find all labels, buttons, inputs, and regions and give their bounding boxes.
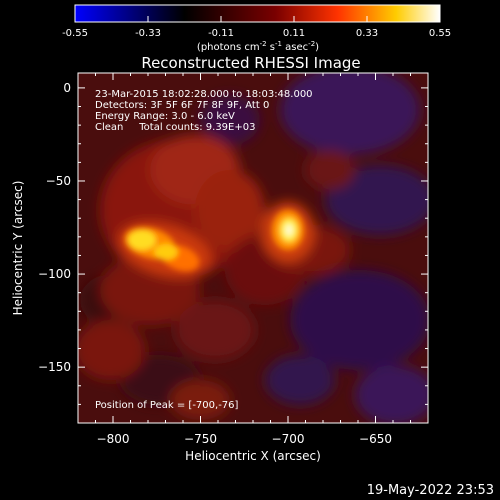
y-tick-label: −150 [38,360,71,374]
y-tick-label: −100 [38,267,71,281]
annotation-energy-range: Energy Range: 3.0 - 6.0 keV [95,111,235,122]
colorbar [74,4,441,23]
colorbar-unit-label: (photons cm-2 s-1 asec-2) [197,40,319,53]
peak-position-label: Position of Peak = [-700,-76] [95,400,239,411]
x-tick-label: −650 [359,432,392,446]
y-tick-label: 0 [63,81,71,95]
annotation-method-counts: Clean Total counts: 9.39E+03 [95,122,255,133]
y-axis-label: Heliocentric Y (arcsec) [11,181,25,316]
colorbar-tick-label: -0.55 [62,28,88,39]
x-axis: −800 −750 −700 −650 [95,73,411,446]
annotation-time-range: 23-Mar-2015 18:02:28.000 to 18:03:48.000 [95,89,313,100]
colorbar-ticks: -0.55 -0.33 -0.11 0.11 0.33 0.55 [62,16,451,39]
x-tick-label: −700 [272,432,305,446]
y-tick-label: −50 [46,174,71,188]
colorbar-tick-label: 0.33 [356,28,378,39]
chart-title: Reconstructed RHESSI Image [141,54,360,72]
colorbar-tick-label: -0.33 [135,28,161,39]
annotation-block: 23-Mar-2015 18:02:28.000 to 18:03:48.000… [95,89,313,133]
annotation-detectors: Detectors: 3F 5F 6F 7F 8F 9F, Att 0 [95,100,269,111]
colorbar-tick-label: -0.11 [208,28,234,39]
colorbar-tick-label: 0.11 [283,28,305,39]
x-tick-label: −750 [184,432,217,446]
colorbar-tick-label: 0.55 [429,28,451,39]
x-tick-label: −800 [97,432,130,446]
y-axis: 0 −50 −100 −150 [38,81,428,405]
footer-timestamp: 19-May-2022 23:53 [367,483,494,498]
heatmap-image [78,73,428,423]
x-axis-label: Heliocentric X (arcsec) [185,449,321,463]
